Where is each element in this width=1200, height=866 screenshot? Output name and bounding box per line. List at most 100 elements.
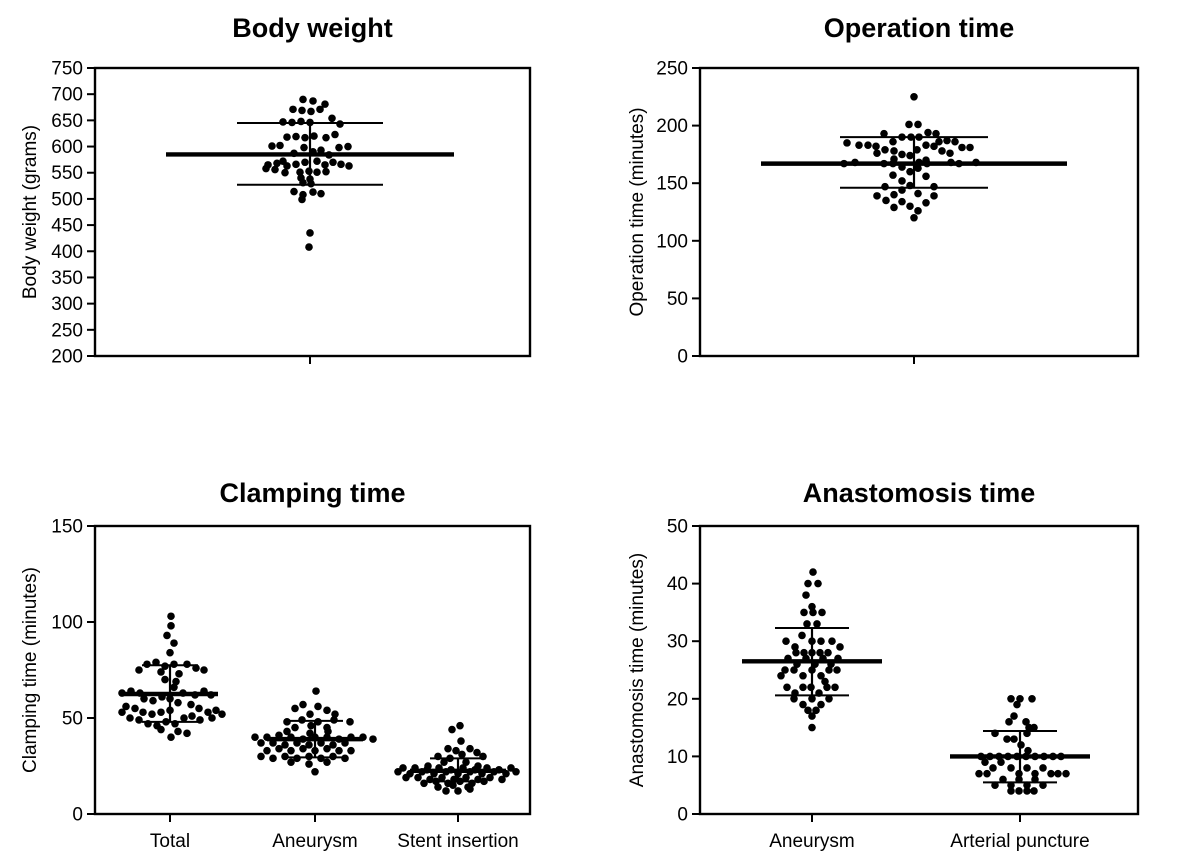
data-point <box>922 172 930 181</box>
data-point <box>311 767 319 776</box>
data-point <box>889 137 897 146</box>
data-point <box>946 149 954 158</box>
data-point <box>836 643 844 651</box>
data-point <box>452 746 460 755</box>
data-point <box>331 710 339 718</box>
data-point <box>131 704 139 713</box>
data-point <box>292 132 300 141</box>
data-point <box>1007 787 1015 795</box>
data-point <box>881 182 889 191</box>
x-tick-label: Aneurysm <box>272 831 358 852</box>
data-point <box>486 773 494 782</box>
data-point <box>149 696 157 705</box>
data-point <box>790 695 798 703</box>
data-point <box>341 754 349 763</box>
data-point <box>498 775 506 784</box>
data-point <box>170 639 178 647</box>
data-point <box>281 752 289 761</box>
data-point <box>157 668 165 676</box>
data-point <box>889 171 897 179</box>
data-point <box>434 783 442 791</box>
plot-frame <box>93 66 532 358</box>
y-tick-label: 10 <box>667 747 688 768</box>
data-point <box>268 142 276 150</box>
data-point <box>799 671 807 680</box>
data-point <box>1022 718 1030 726</box>
data-point <box>1030 787 1038 795</box>
data-point <box>299 700 307 709</box>
data-point <box>394 767 402 776</box>
y-tick-label: 0 <box>72 805 83 826</box>
data-point <box>322 167 330 176</box>
data-point <box>299 744 307 753</box>
data-point <box>180 714 188 722</box>
data-point <box>825 695 833 703</box>
data-point <box>316 105 324 114</box>
data-point <box>163 631 171 640</box>
data-point <box>1047 769 1055 778</box>
data-point <box>930 182 938 191</box>
y-tick-label: 50 <box>667 517 688 538</box>
data-point <box>279 118 287 126</box>
data-point <box>808 712 816 720</box>
panel-body-weight: Body weight Body weight (grams) 200 250 30… <box>0 0 600 433</box>
data-point <box>817 671 825 680</box>
data-point <box>882 196 890 205</box>
data-point <box>512 767 520 776</box>
data-point <box>816 648 824 657</box>
data-point <box>346 718 354 726</box>
data-point <box>975 769 983 778</box>
y-tick-label: 200 <box>656 116 688 137</box>
body-weight-plot: 200 250 300 350 400 450 500 550 600 650 700 750 <box>51 59 532 368</box>
data-point <box>273 159 281 168</box>
data-point <box>1007 764 1015 772</box>
data-point <box>292 160 300 169</box>
data-point <box>890 190 898 199</box>
data-point <box>938 147 946 155</box>
data-point <box>872 142 880 151</box>
y-tick-label: 700 <box>51 85 83 106</box>
data-point <box>283 162 291 170</box>
data-point <box>800 608 808 617</box>
data-point <box>420 779 428 788</box>
data-point <box>935 137 943 146</box>
data-point <box>818 608 826 617</box>
data-point <box>922 141 930 149</box>
data-point <box>287 758 295 766</box>
data-point <box>821 677 829 686</box>
data-point <box>448 725 456 734</box>
x-tick-label: Arterial puncture <box>950 831 1089 852</box>
data-point <box>782 637 790 645</box>
data-point <box>135 666 143 674</box>
data-point <box>814 579 822 588</box>
y-tick-label: 50 <box>667 289 688 310</box>
data-point <box>808 602 816 611</box>
data-point <box>291 723 299 732</box>
data-point <box>300 143 308 152</box>
data-point <box>914 164 922 173</box>
data-point <box>307 107 315 116</box>
data-point <box>118 708 126 717</box>
data-point <box>843 139 851 147</box>
data-point <box>140 695 148 703</box>
data-point <box>329 158 337 167</box>
data-point <box>890 203 898 212</box>
data-point <box>804 706 812 715</box>
data-point <box>906 202 914 211</box>
plot-frame <box>93 524 532 816</box>
data-point <box>347 746 355 755</box>
data-point <box>314 702 322 711</box>
data-point <box>983 769 991 778</box>
y-tick-label: 150 <box>656 174 688 195</box>
data-point <box>313 157 321 166</box>
data-point <box>200 666 208 674</box>
data-point <box>218 710 226 718</box>
y-tick-label: 450 <box>51 216 83 237</box>
data-point <box>449 781 457 789</box>
data-point <box>880 129 888 138</box>
data-point <box>791 643 799 651</box>
data-point <box>335 143 343 152</box>
data-point <box>331 130 339 139</box>
data-point <box>803 620 811 628</box>
